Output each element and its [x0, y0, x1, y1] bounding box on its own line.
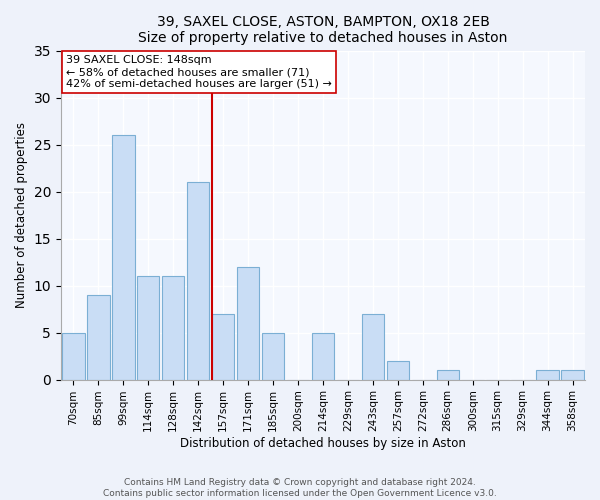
Y-axis label: Number of detached properties: Number of detached properties: [15, 122, 28, 308]
Bar: [187, 182, 209, 380]
Bar: [362, 314, 384, 380]
Bar: [162, 276, 184, 380]
Bar: [62, 332, 85, 380]
Bar: [112, 135, 134, 380]
Bar: [312, 332, 334, 380]
Bar: [386, 361, 409, 380]
Text: Contains HM Land Registry data © Crown copyright and database right 2024.
Contai: Contains HM Land Registry data © Crown c…: [103, 478, 497, 498]
Bar: [87, 295, 110, 380]
Bar: [536, 370, 559, 380]
Bar: [437, 370, 459, 380]
Title: 39, SAXEL CLOSE, ASTON, BAMPTON, OX18 2EB
Size of property relative to detached : 39, SAXEL CLOSE, ASTON, BAMPTON, OX18 2E…: [138, 15, 508, 45]
X-axis label: Distribution of detached houses by size in Aston: Distribution of detached houses by size …: [180, 437, 466, 450]
Bar: [561, 370, 584, 380]
Bar: [262, 332, 284, 380]
Bar: [212, 314, 235, 380]
Bar: [137, 276, 160, 380]
Text: 39 SAXEL CLOSE: 148sqm
← 58% of detached houses are smaller (71)
42% of semi-det: 39 SAXEL CLOSE: 148sqm ← 58% of detached…: [66, 56, 332, 88]
Bar: [237, 267, 259, 380]
